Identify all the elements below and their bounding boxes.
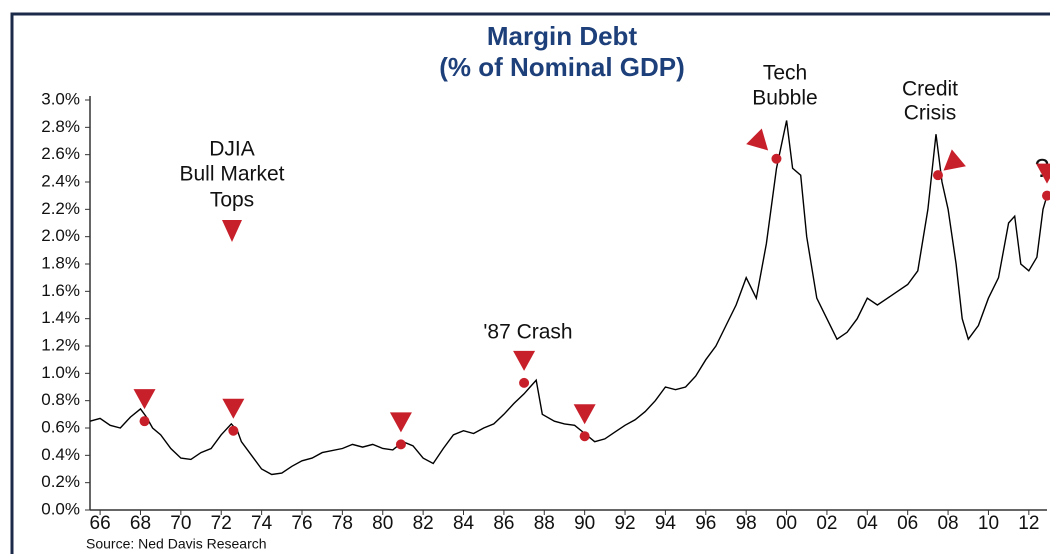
x-tick-label: 74 [251,513,273,534]
y-tick-label: 0.6% [41,417,80,436]
y-tick-label: 0.8% [41,390,80,409]
y-tick-label: 0.2% [41,472,80,491]
y-tick-label: 0.0% [41,499,80,518]
y-tick-label: 0.4% [41,445,80,464]
chart-subtitle: (% of Nominal GDP) [439,52,685,82]
chart-title: Margin Debt [487,21,638,51]
marker-arrow [1036,163,1050,184]
x-tick-label: 04 [857,513,879,534]
x-tick-label: 66 [90,513,111,534]
y-tick-label: 2.2% [41,199,80,218]
marker-arrow [222,398,245,419]
x-tick-label: 06 [897,513,918,534]
annotation: Crisis [904,102,957,125]
marker [1042,190,1050,201]
annotation: Credit [902,78,958,101]
annotation: Bubble [752,87,817,110]
x-tick-label: 70 [170,513,191,534]
y-tick-label: 3.0% [41,89,80,108]
marker [932,170,943,181]
x-tick-label: 76 [291,513,312,534]
x-tick-label: 92 [614,513,635,534]
y-tick-label: 1.2% [41,335,80,354]
x-tick-label: 86 [493,513,514,534]
marker [579,431,590,442]
y-tick-label: 2.6% [41,144,80,163]
y-tick-label: 2.0% [41,226,80,245]
y-tick-label: 1.8% [41,253,80,272]
annotation: DJIA [209,138,255,161]
y-tick-label: 1.0% [41,363,80,382]
x-tick-label: 02 [816,513,837,534]
marker-arrow [746,128,769,151]
marker-arrow [573,404,596,425]
marker [228,425,239,436]
y-tick-label: 2.8% [41,117,80,136]
annotation: Bull Market [179,163,284,186]
y-tick-label: 2.4% [41,171,80,190]
marker-arrow [513,350,536,371]
x-tick-label: 72 [211,513,232,534]
marker-arrow [389,412,412,433]
x-tick-label: 10 [978,513,999,534]
frame [10,12,1050,554]
annotation: Tops [210,189,254,212]
x-tick-label: 00 [776,513,797,534]
x-tick-label: 68 [130,513,151,534]
marker [139,416,150,427]
marker [519,377,530,388]
marker-arrow [133,389,156,410]
marker-arrow [943,149,966,171]
annotation: '87 Crash [483,321,572,344]
marker [771,153,782,164]
x-tick-label: 82 [413,513,434,534]
x-tick-label: 94 [655,513,677,534]
x-tick-label: 12 [1018,513,1039,534]
marker [395,439,406,450]
source: Source: Ned Davis Research [86,536,267,552]
x-tick-label: 98 [736,513,757,534]
x-tick-label: 90 [574,513,595,534]
x-tick-label: 84 [453,513,475,534]
annotation: Tech [763,62,807,85]
y-tick-label: 1.4% [41,308,80,327]
y-tick-label: 1.6% [41,281,80,300]
x-tick-label: 08 [937,513,958,534]
x-tick-label: 78 [332,513,353,534]
x-tick-label: 80 [372,513,393,534]
annotation-arrow [222,220,242,242]
x-tick-label: 88 [534,513,555,534]
x-tick-label: 96 [695,513,716,534]
